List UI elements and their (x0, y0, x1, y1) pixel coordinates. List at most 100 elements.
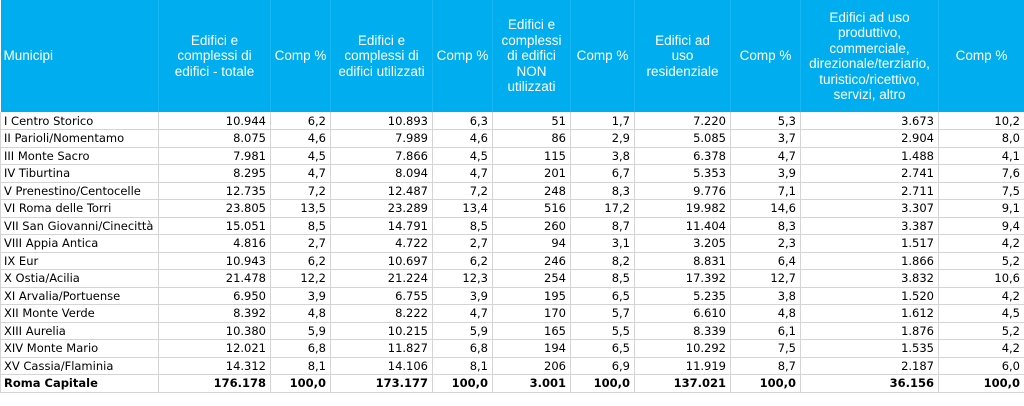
value-cell: 6.378 (634, 147, 731, 165)
value-cell: 5,3 (730, 112, 801, 130)
value-cell: 10.697 (330, 252, 433, 270)
value-cell: 7.866 (330, 147, 433, 165)
value-cell: 100,0 (730, 374, 801, 393)
column-header-municipi: Municipi (0, 0, 159, 112)
value-cell: 100,0 (432, 374, 493, 393)
value-cell: 1,7 (570, 112, 635, 130)
value-cell: 9.776 (634, 182, 731, 200)
value-cell: 4.722 (330, 234, 433, 253)
value-cell: 17,2 (570, 199, 635, 218)
value-cell: 6.950 (158, 287, 271, 305)
value-cell: 6.755 (330, 287, 433, 305)
table-row: XV Cassia/Flaminia 14.312 8,1 14.106 8,1 206 6… (0, 357, 1024, 375)
value-cell: 2.711 (800, 182, 939, 200)
value-cell: 3,9 (270, 287, 331, 305)
value-cell: 12.021 (158, 339, 271, 358)
value-cell: 8,3 (570, 182, 635, 200)
value-cell: 1.488 (800, 147, 939, 165)
municipio-name-cell: XIV Monte Mario (0, 339, 159, 358)
value-cell: 3.832 (800, 269, 939, 288)
value-cell: 10,2 (938, 112, 1024, 130)
value-cell: 4,7 (432, 164, 493, 183)
value-cell: 9,1 (938, 199, 1024, 218)
value-cell: 7,5 (730, 339, 801, 358)
value-cell: 2.187 (800, 357, 939, 375)
value-cell: 8,3 (730, 217, 801, 235)
value-cell: 4,5 (938, 304, 1024, 323)
municipio-name-cell: V Prenestino/Centocelle (0, 182, 159, 200)
value-cell: 6,2 (270, 112, 331, 130)
value-cell: 12.735 (158, 182, 271, 200)
value-cell: 4,2 (938, 339, 1024, 358)
value-cell: 12,2 (270, 269, 331, 288)
value-cell: 260 (492, 217, 571, 235)
value-cell: 6,8 (432, 339, 493, 358)
table-row: I Centro Storico 10.944 6,2 10.893 6,3 51 1,7 7… (0, 112, 1024, 130)
value-cell: 14.106 (330, 357, 433, 375)
value-cell: 3,8 (570, 147, 635, 165)
column-header-3: Edifici e complessi di edifici utilizzat… (330, 0, 433, 112)
value-cell: 6,3 (432, 112, 493, 130)
value-cell: 23.289 (330, 199, 433, 218)
value-cell: 10.292 (634, 339, 731, 358)
municipio-name-cell: XI Arvalia/Portuense (0, 287, 159, 305)
value-cell: 115 (492, 147, 571, 165)
value-cell: 5,9 (270, 322, 331, 340)
value-cell: 3,9 (432, 287, 493, 305)
municipio-name-cell: III Monte Sacro (0, 147, 159, 165)
value-cell: 8.831 (634, 252, 731, 270)
value-cell: 5,2 (938, 252, 1024, 270)
value-cell: 1.535 (800, 339, 939, 358)
value-cell: 11.404 (634, 217, 731, 235)
municipio-name-cell: IV Tiburtina (0, 164, 159, 183)
value-cell: 8,2 (570, 252, 635, 270)
value-cell: 5,5 (570, 322, 635, 340)
value-cell: 10.944 (158, 112, 271, 130)
value-cell: 8,5 (270, 217, 331, 235)
value-cell: 2,9 (570, 129, 635, 148)
value-cell: 5.085 (634, 129, 731, 148)
municipio-name-cell: Roma Capitale (0, 374, 159, 393)
value-cell: 4,7 (270, 164, 331, 183)
column-header-5: Edifici e complessi di edifici NON utili… (492, 0, 571, 112)
table-row: XIII Aurelia 10.380 5,9 10.215 5,9 165 5,5 8.33… (0, 322, 1024, 340)
value-cell: 5,7 (570, 304, 635, 323)
value-cell: 173.177 (330, 374, 433, 393)
value-cell: 6,5 (570, 287, 635, 305)
column-header-10: Comp % (938, 0, 1024, 112)
header-row: Municipi Edifici e complessi di edifici -… (0, 0, 1024, 112)
value-cell: 9,4 (938, 217, 1024, 235)
value-cell: 5.353 (634, 164, 731, 183)
value-cell: 51 (492, 112, 571, 130)
value-cell: 13,4 (432, 199, 493, 218)
value-cell: 7.981 (158, 147, 271, 165)
value-cell: 10.893 (330, 112, 433, 130)
municipi-buildings-table: Municipi Edifici e complessi di edifici -… (0, 0, 1024, 393)
value-cell: 10.215 (330, 322, 433, 340)
municipio-name-cell: X Ostia/Acilia (0, 269, 159, 288)
value-cell: 3,9 (730, 164, 801, 183)
value-cell: 11.827 (330, 339, 433, 358)
value-cell: 5,2 (938, 322, 1024, 340)
value-cell: 12.487 (330, 182, 433, 200)
value-cell: 7.220 (634, 112, 731, 130)
value-cell: 4,6 (432, 129, 493, 148)
value-cell: 137.021 (634, 374, 731, 393)
value-cell: 7,1 (730, 182, 801, 200)
value-cell: 1.866 (800, 252, 939, 270)
value-cell: 10.943 (158, 252, 271, 270)
value-cell: 4,5 (432, 147, 493, 165)
value-cell: 86 (492, 129, 571, 148)
value-cell: 8,7 (570, 217, 635, 235)
table-row: IV Tiburtina 8.295 4,7 8.094 4,7 201 6,7 5.353 3… (0, 164, 1024, 183)
value-cell: 195 (492, 287, 571, 305)
value-cell: 6,7 (570, 164, 635, 183)
value-cell: 8.392 (158, 304, 271, 323)
value-cell: 6,5 (570, 339, 635, 358)
column-header-1: Edifici e complessi di edifici - totale (158, 0, 271, 112)
table-row: XIV Monte Mario 12.021 6,8 11.827 6,8 194 6,5 1… (0, 339, 1024, 358)
value-cell: 13,5 (270, 199, 331, 218)
value-cell: 3.673 (800, 112, 939, 130)
municipio-name-cell: VIII Appia Antica (0, 234, 159, 253)
value-cell: 3.205 (634, 234, 731, 253)
